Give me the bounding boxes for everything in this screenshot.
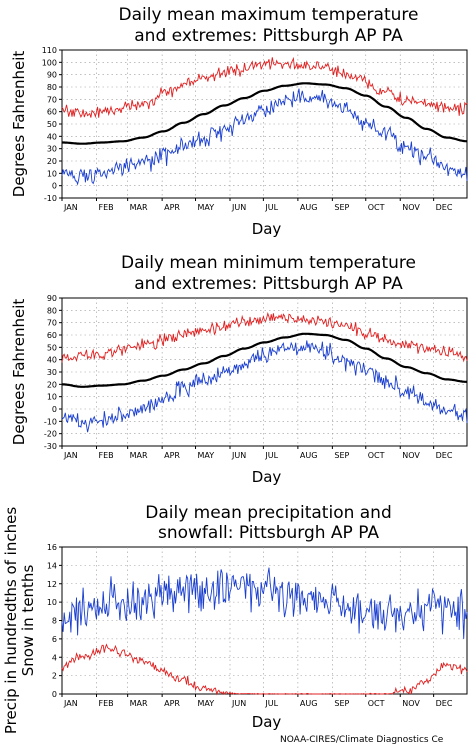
y-tick-label: 2: [52, 672, 57, 681]
series-line-record-high: [61, 311, 468, 363]
y-tick-label: 20: [47, 157, 57, 166]
chart-title-line: snowfall: Pittsburgh AP PA: [158, 523, 379, 543]
y-tick-label: 14: [47, 561, 57, 570]
x-tick-label: JAN: [63, 699, 78, 708]
x-tick-label: MAY: [198, 203, 215, 212]
chart-title-line: Daily mean precipitation and: [145, 503, 392, 523]
y-tick-label: 30: [47, 145, 57, 154]
series-line-mean: [62, 82, 468, 145]
x-tick-label: JUL: [264, 699, 278, 708]
x-tick-label: OCT: [368, 451, 385, 460]
y-tick-label: 10: [47, 393, 57, 402]
y-tick-label: 0: [52, 690, 57, 699]
x-tick-label: APR: [164, 699, 180, 708]
x-tick-label: MAY: [198, 699, 215, 708]
y-tick-label: -20: [44, 430, 57, 439]
x-axis-label: Day: [252, 220, 282, 238]
x-tick-label: MAR: [130, 699, 148, 708]
x-axis-label: Day: [252, 713, 282, 731]
x-tick-label: JAN: [63, 451, 78, 460]
y-tick-label: 4: [52, 653, 57, 662]
y-tick-label: 8: [52, 617, 57, 626]
x-tick-label: SEP: [334, 451, 349, 460]
y-tick-label: 80: [47, 83, 57, 92]
y-tick-label: 70: [47, 319, 57, 328]
series-line-precipitation: [61, 567, 468, 639]
y-tick-label: 40: [47, 356, 57, 365]
y-tick-label: -10: [44, 194, 57, 203]
y-tick-label: 20: [47, 380, 57, 389]
y-tick-label: 60: [47, 108, 57, 117]
y-tick-label: 0: [52, 405, 57, 414]
x-tick-label: APR: [164, 451, 180, 460]
y-tick-label: 30: [47, 368, 57, 377]
x-tick-label: JUN: [231, 451, 246, 460]
y-tick-label: 10: [47, 169, 57, 178]
y-tick-label: 80: [47, 306, 57, 315]
y-tick-label: 60: [47, 331, 57, 340]
y-tick-label: 90: [47, 294, 57, 303]
chart-title-line: Daily mean minimum temperature: [121, 253, 416, 273]
x-tick-label: DEC: [436, 203, 453, 212]
series-line-record-low: [61, 340, 468, 433]
x-tick-label: JAN: [63, 203, 78, 212]
series-line-mean: [61, 332, 468, 388]
x-tick-label: JUL: [264, 451, 278, 460]
y-tick-label: 50: [47, 120, 57, 129]
y-axis-label: Degrees Fahrenheit: [10, 51, 28, 198]
x-tick-label: FEB: [98, 451, 113, 460]
x-tick-label: MAY: [198, 451, 215, 460]
x-tick-label: JUN: [231, 203, 246, 212]
x-tick-label: SEP: [334, 203, 349, 212]
y-tick-label: 110: [42, 46, 57, 55]
x-tick-label: FEB: [98, 699, 113, 708]
y-tick-label: 0: [52, 182, 57, 191]
chart-title-line: Daily mean maximum temperature: [119, 5, 419, 25]
series-line-record-low: [61, 88, 468, 186]
chart-title-line: and extremes: Pittsburgh AP PA: [134, 26, 403, 46]
x-tick-label: OCT: [368, 699, 385, 708]
y-tick-label: 100: [42, 58, 57, 67]
y-axis-label: Degrees Fahrenheit: [10, 299, 28, 446]
x-tick-label: MAR: [130, 451, 148, 460]
x-tick-label: NOV: [402, 451, 420, 460]
y-tick-label: 90: [47, 71, 57, 80]
x-axis-label: Day: [252, 468, 282, 486]
x-tick-label: NOV: [402, 699, 420, 708]
chart-title-line: and extremes: Pittsburgh AP PA: [134, 274, 403, 294]
x-tick-label: FEB: [98, 203, 113, 212]
y-tick-label: 10: [47, 598, 57, 607]
x-tick-label: SEP: [334, 699, 349, 708]
x-tick-label: NOV: [402, 203, 420, 212]
x-tick-label: AUG: [300, 451, 318, 460]
y-tick-label: 40: [47, 132, 57, 141]
x-tick-label: APR: [164, 203, 180, 212]
x-tick-label: JUL: [264, 203, 278, 212]
x-tick-label: DEC: [436, 451, 453, 460]
x-tick-label: AUG: [300, 699, 318, 708]
y-tick-label: 70: [47, 95, 57, 104]
y-tick-label: -30: [44, 442, 57, 451]
series-line-snowfall: [61, 643, 468, 696]
y-tick-label: -10: [44, 417, 57, 426]
x-tick-label: JUN: [231, 699, 246, 708]
credit-text: NOAA-CIRES/Climate Diagnostics Ce: [280, 735, 444, 745]
y-axis-label-line: Precip in hundredths of inches: [2, 507, 20, 734]
y-axis-label-line: Snow in tenths: [19, 565, 37, 677]
y-tick-label: 6: [52, 635, 57, 644]
x-tick-label: AUG: [300, 203, 318, 212]
y-tick-label: 50: [47, 343, 57, 352]
y-tick-label: 16: [47, 543, 57, 552]
series-line-record-high: [61, 56, 468, 119]
x-tick-label: OCT: [368, 203, 385, 212]
y-tick-label: 12: [47, 580, 57, 589]
x-tick-label: MAR: [130, 203, 148, 212]
x-tick-label: DEC: [436, 699, 453, 708]
